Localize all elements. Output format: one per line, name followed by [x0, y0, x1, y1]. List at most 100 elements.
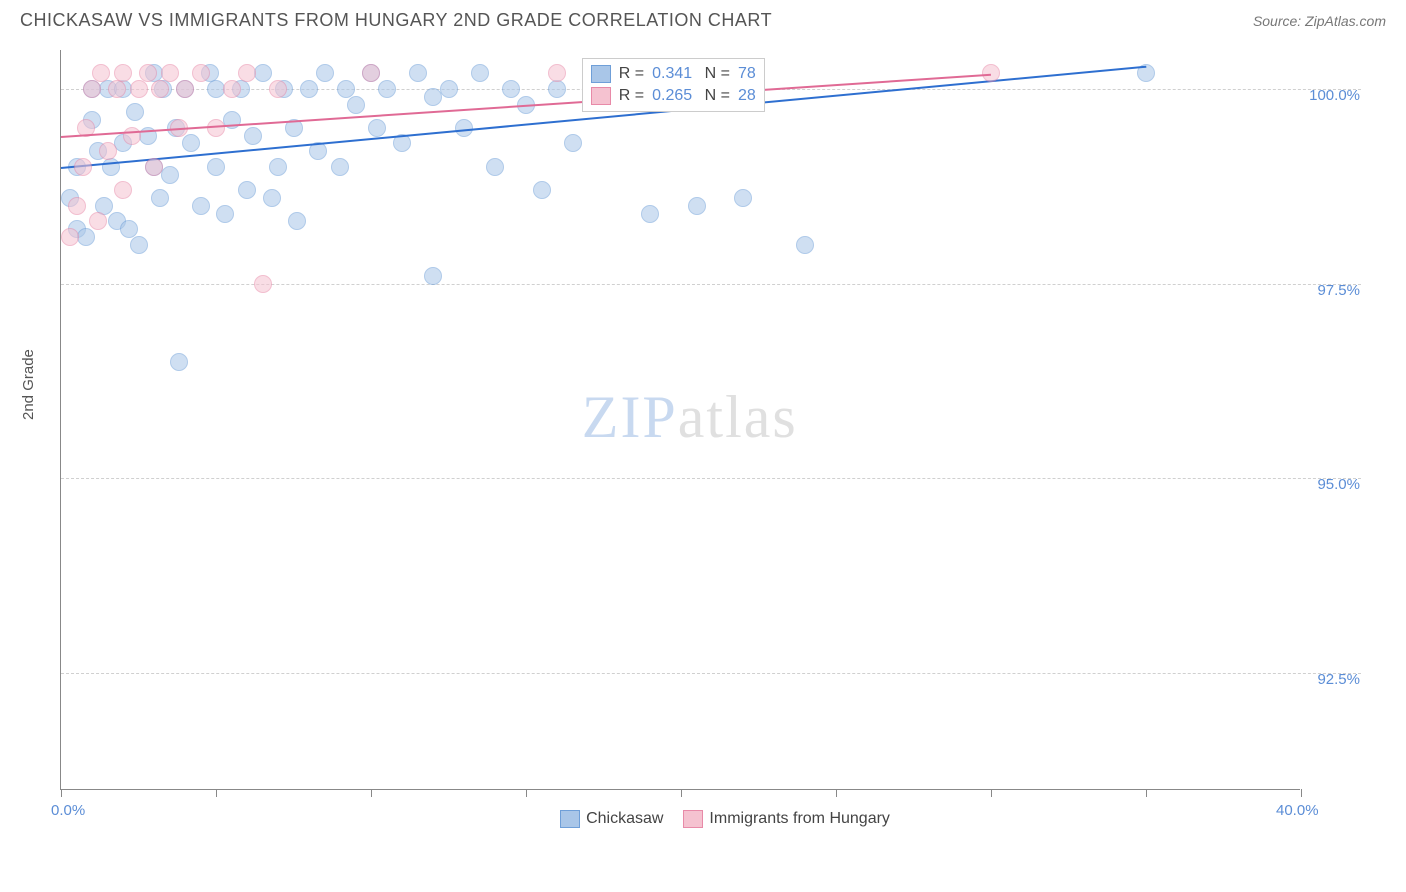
scatter-point	[486, 158, 504, 176]
stat-n-label: N =	[700, 65, 730, 83]
scatter-point	[548, 80, 566, 98]
x-tick	[216, 789, 217, 797]
stat-r-label: R =	[619, 65, 644, 83]
stats-row: R = 0.341 N = 78	[591, 63, 756, 85]
scatter-point	[77, 228, 95, 246]
scatter-point	[347, 96, 365, 114]
scatter-point	[130, 80, 148, 98]
scatter-point	[161, 166, 179, 184]
chart-header: CHICKASAW VS IMMIGRANTS FROM HUNGARY 2ND…	[0, 0, 1406, 36]
scatter-point	[688, 197, 706, 215]
chart-title: CHICKASAW VS IMMIGRANTS FROM HUNGARY 2ND…	[20, 10, 772, 31]
trend-line	[61, 73, 991, 137]
scatter-point	[263, 189, 281, 207]
stat-r-value: 0.265	[652, 87, 692, 105]
legend: Chickasaw Immigrants from Hungary	[60, 810, 1390, 828]
x-tick	[1301, 789, 1302, 797]
scatter-point	[331, 158, 349, 176]
scatter-point	[502, 80, 520, 98]
scatter-point	[61, 228, 79, 246]
scatter-point	[238, 64, 256, 82]
stat-r-value: 0.341	[652, 65, 692, 83]
scatter-point	[139, 64, 157, 82]
scatter-point	[254, 64, 272, 82]
plot-region: ZIPatlas 92.5%95.0%97.5%100.0%0.0%40.0%R…	[60, 50, 1300, 790]
scatter-point	[170, 353, 188, 371]
y-axis-label: 2nd Grade	[20, 349, 37, 420]
scatter-point	[161, 64, 179, 82]
legend-swatch	[591, 87, 611, 105]
scatter-point	[734, 189, 752, 207]
x-tick	[371, 789, 372, 797]
legend-swatch	[560, 810, 580, 828]
stats-box: R = 0.341 N = 78 R = 0.265 N = 28	[582, 58, 765, 112]
scatter-point	[102, 158, 120, 176]
scatter-point	[126, 103, 144, 121]
x-tick	[836, 789, 837, 797]
scatter-point	[92, 64, 110, 82]
scatter-point	[108, 80, 126, 98]
stat-n-value: 28	[738, 87, 756, 105]
scatter-point	[216, 205, 234, 223]
legend-swatch	[591, 65, 611, 83]
scatter-point	[641, 205, 659, 223]
scatter-point	[99, 142, 117, 160]
scatter-point	[409, 64, 427, 82]
scatter-point	[114, 64, 132, 82]
scatter-point	[68, 197, 86, 215]
scatter-point	[316, 64, 334, 82]
scatter-point	[207, 158, 225, 176]
x-tick	[681, 789, 682, 797]
scatter-point	[192, 197, 210, 215]
stat-r-label: R =	[619, 87, 644, 105]
scatter-point	[89, 212, 107, 230]
stat-n-value: 78	[738, 65, 756, 83]
scatter-point	[564, 134, 582, 152]
scatter-point	[74, 158, 92, 176]
scatter-point	[176, 80, 194, 98]
scatter-point	[796, 236, 814, 254]
scatter-point	[114, 181, 132, 199]
scatter-point	[548, 64, 566, 82]
gridline	[61, 478, 1361, 479]
watermark-atlas: atlas	[678, 384, 798, 450]
scatter-point	[471, 64, 489, 82]
scatter-point	[223, 80, 241, 98]
scatter-point	[244, 127, 262, 145]
x-tick	[1146, 789, 1147, 797]
scatter-point	[269, 158, 287, 176]
y-tick-label: 100.0%	[1309, 87, 1360, 104]
scatter-point	[123, 127, 141, 145]
y-tick-label: 97.5%	[1317, 282, 1360, 299]
watermark-zip: ZIP	[582, 384, 678, 450]
scatter-point	[362, 64, 380, 82]
scatter-point	[83, 80, 101, 98]
stat-n-label: N =	[700, 87, 730, 105]
y-tick-label: 95.0%	[1317, 476, 1360, 493]
legend-label: Immigrants from Hungary	[709, 810, 890, 828]
scatter-point	[151, 80, 169, 98]
x-tick	[991, 789, 992, 797]
chart-area: ZIPatlas 92.5%95.0%97.5%100.0%0.0%40.0%R…	[60, 50, 1390, 830]
legend-item: Chickasaw	[560, 810, 663, 828]
scatter-point	[440, 80, 458, 98]
scatter-point	[269, 80, 287, 98]
scatter-point	[192, 64, 210, 82]
scatter-point	[378, 80, 396, 98]
scatter-point	[130, 236, 148, 254]
scatter-point	[368, 119, 386, 137]
scatter-point	[288, 212, 306, 230]
watermark: ZIPatlas	[582, 383, 798, 452]
x-tick	[61, 789, 62, 797]
legend-swatch	[683, 810, 703, 828]
scatter-point	[533, 181, 551, 199]
scatter-point	[238, 181, 256, 199]
y-tick-label: 92.5%	[1317, 671, 1360, 688]
scatter-point	[151, 189, 169, 207]
legend-label: Chickasaw	[586, 810, 663, 828]
gridline	[61, 673, 1361, 674]
legend-item: Immigrants from Hungary	[683, 810, 890, 828]
scatter-point	[182, 134, 200, 152]
x-tick	[526, 789, 527, 797]
scatter-point	[254, 275, 272, 293]
